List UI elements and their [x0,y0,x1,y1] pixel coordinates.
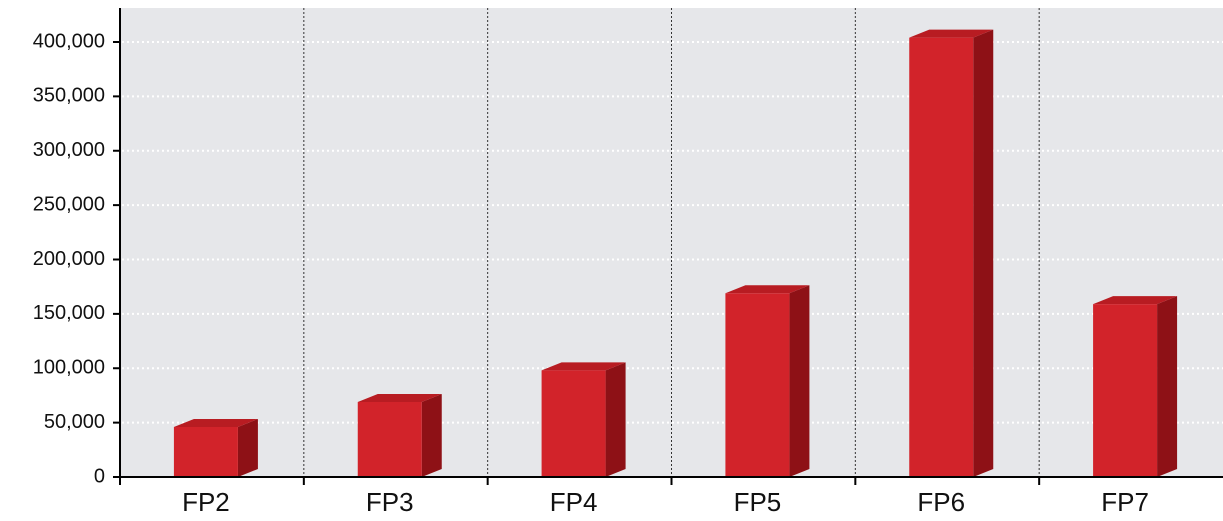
y-tick-label: 300,000 [33,139,105,161]
plot-background [120,8,1223,477]
bar-side [789,285,810,477]
bar [541,362,626,477]
y-tick-label: 0 [94,465,105,487]
y-tick-label: 250,000 [33,193,105,215]
y-tick-label: 100,000 [33,357,105,379]
bar-front [357,401,422,477]
y-tick-label: 50,000 [44,411,105,433]
y-tick-label: 200,000 [33,248,105,270]
x-tick-label: FP4 [550,487,598,517]
bar-front [1093,304,1158,477]
x-tick-label: FP7 [1101,487,1149,517]
bar-top [357,393,442,402]
bar-top [1093,296,1178,305]
bar-side [421,393,442,477]
bar-side [973,29,994,478]
bar-side [237,418,258,477]
bar-top [725,285,810,294]
bar [725,285,810,477]
bar [357,393,442,477]
x-tick-label: FP5 [734,487,782,517]
x-tick-label: FP3 [366,487,414,517]
y-tick-label: 350,000 [33,85,105,107]
bar-top [909,29,994,38]
y-tick-label: 400,000 [33,30,105,52]
bar-front [173,426,238,477]
bar-front [725,293,790,477]
x-tick-label: FP2 [182,487,230,517]
bar [909,29,994,478]
y-tick-label: 150,000 [33,302,105,324]
bar-front [909,37,974,478]
bar [173,418,258,477]
bar-side [1157,296,1178,477]
x-tick-label: FP6 [917,487,965,517]
bar [1093,296,1178,477]
bar-top [541,362,626,371]
bar-top [173,418,258,427]
bar-side [605,362,626,477]
bar-front [541,370,606,477]
